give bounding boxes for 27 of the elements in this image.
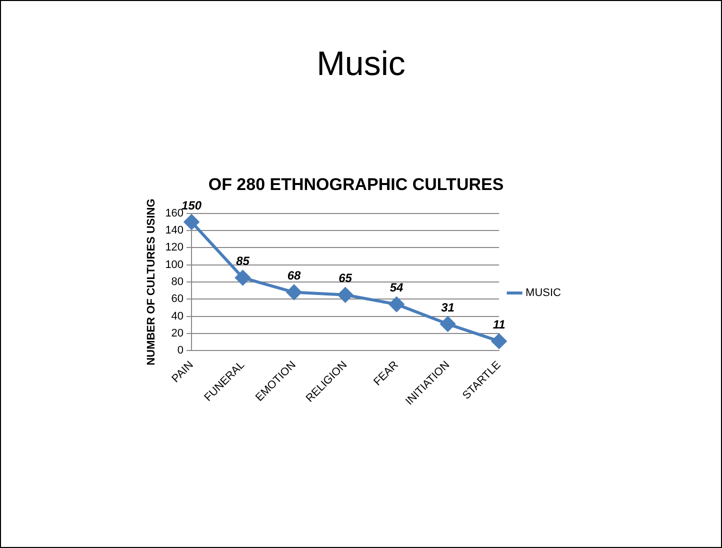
legend-label: MUSIC [526, 287, 562, 300]
data-label: 31 [441, 300, 455, 314]
data-label: 54 [390, 280, 404, 295]
y-tick-label: 40 [171, 310, 184, 322]
chart-subtitle: OF 280 ETHNOGRAPHIC CULTURES [208, 174, 504, 194]
y-axis-title: NUMBER OF CULTURES USING [146, 198, 158, 366]
point [440, 316, 456, 332]
y-tick-label: 20 [171, 328, 184, 340]
data-label: 65 [338, 271, 352, 286]
point [235, 270, 250, 286]
y-tick-label: 60 [171, 293, 184, 306]
point [338, 287, 353, 302]
y-tick-label: 120 [165, 242, 184, 254]
point [286, 284, 302, 300]
y-tick-label: 160 [165, 207, 184, 220]
y-tick-label: 0 [177, 344, 184, 357]
data-label: 150 [182, 198, 202, 212]
point [492, 334, 507, 349]
y-tick-label: 140 [165, 224, 184, 237]
data-label: 85 [236, 254, 250, 268]
data-label: 68 [287, 268, 302, 283]
y-tick-label: 80 [171, 276, 184, 288]
point [184, 214, 200, 230]
data-label: 11 [492, 318, 506, 332]
point [389, 296, 404, 312]
chart-title: Music [316, 45, 406, 84]
y-tick-label: 100 [165, 258, 184, 271]
